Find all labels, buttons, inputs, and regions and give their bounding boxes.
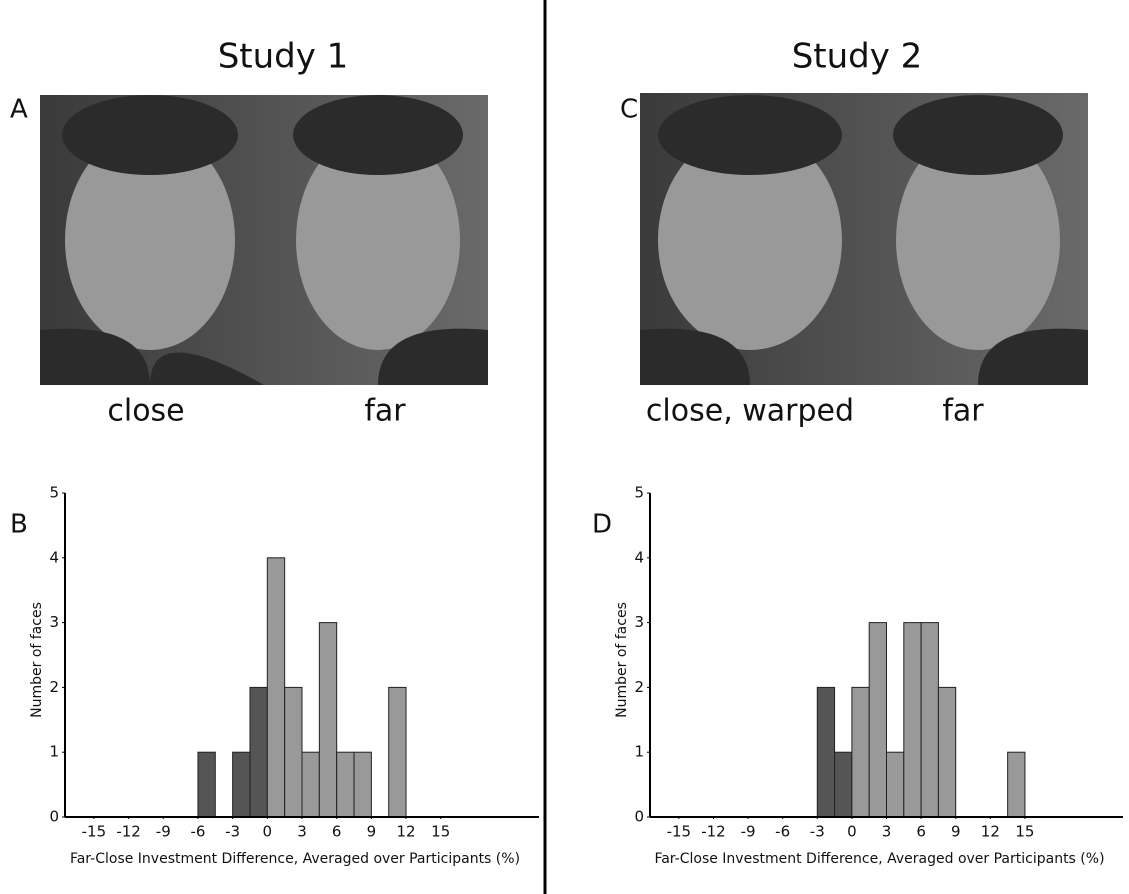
bar [834,751,853,818]
bar [851,686,870,818]
bar [353,751,372,818]
y-tick-label: 4 [634,548,644,566]
panel-title: Study 2 [792,37,923,77]
x-tick-label: -6 [190,823,205,841]
x-tick-label: 9 [951,823,961,841]
x-tick-label: 3 [882,823,892,841]
photo-pair [40,95,488,385]
y-tick-label: 0 [49,808,59,826]
x-tick-label: 15 [431,823,450,841]
x-tick-label: -12 [116,823,141,841]
x-tick-label: -6 [775,823,790,841]
y-tick-label: 5 [634,484,644,502]
x-axis-title: Far-Close Investment Difference, Average… [654,851,1104,867]
bar [388,686,407,818]
bar [266,557,286,818]
x-tick-label: -3 [225,823,240,841]
x-tick-label: -15 [82,823,107,841]
x-tick-label: 0 [847,823,857,841]
y-tick-label: 1 [634,743,644,761]
bar [284,686,303,818]
y-tick-label: 2 [49,678,59,696]
bar [318,622,338,818]
x-tick-label: 6 [916,823,926,841]
y-tick-label: 0 [634,808,644,826]
bar [816,686,836,818]
x-tick-label: 3 [297,823,307,841]
x-tick-label: 0 [263,823,273,841]
y-tick-label: 3 [634,613,644,631]
panel-letter: A [10,95,28,125]
x-tick-label: 15 [1015,823,1034,841]
photo-caption: close, warped [646,394,854,429]
photo-caption: far [942,394,984,429]
bar [903,622,922,818]
x-axis-title: Far-Close Investment Difference, Average… [70,851,520,867]
bar [301,751,320,818]
panel-letter: B [10,510,28,540]
y-axis-title: Number of faces [29,602,45,718]
bar [232,751,251,818]
y-tick-label: 2 [634,678,644,696]
x-tick-label: -15 [667,823,692,841]
bar [336,751,355,818]
photo-pair [640,93,1088,385]
x-tick-label: -12 [701,823,726,841]
x-tick-label: -9 [741,823,756,841]
bar [886,751,905,818]
x-tick-label: -3 [810,823,825,841]
bar [1007,751,1026,818]
y-axis-title: Number of faces [614,602,630,718]
bar [197,751,216,818]
x-tick-label: 6 [332,823,342,841]
panel-letter: D [592,510,612,540]
photo-caption: close [107,394,184,429]
y-tick-label: 1 [49,743,59,761]
x-tick-label: -9 [156,823,171,841]
bar [920,622,939,818]
y-tick-label: 5 [49,484,59,502]
y-tick-label: 4 [49,548,59,566]
panel-title: Study 1 [218,37,349,77]
x-tick-label: 12 [397,823,416,841]
bar [249,686,268,818]
panel-letter: C [620,95,638,125]
x-tick-label: 12 [981,823,1000,841]
photo-caption: far [364,394,406,429]
bar [937,686,957,818]
bar [868,622,888,818]
y-tick-label: 3 [49,613,59,631]
x-tick-label: 9 [367,823,377,841]
